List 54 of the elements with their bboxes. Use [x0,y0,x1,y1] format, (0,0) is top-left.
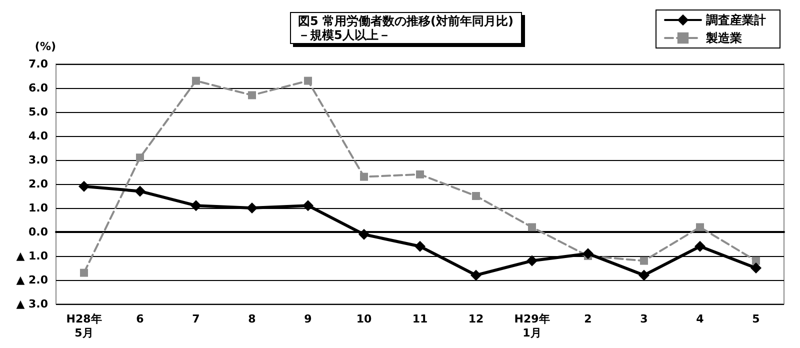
y-tick-label: ▲ 3.0 [16,298,48,310]
point [526,255,538,266]
y-tick-label: ▲ 1.0 [16,250,48,262]
x-tick-label: 4 [696,312,704,326]
point [190,200,202,212]
legend-label: 製造業 [705,31,742,45]
y-tick-label: 4.0 [28,130,48,142]
x-tick-label: H29年 1月 [514,312,550,340]
point [246,202,258,214]
y-tick-label: 1.0 [28,202,48,214]
point [302,200,314,212]
point [304,76,312,85]
x-tick-label: 6 [136,312,144,326]
x-tick-label: 7 [192,312,200,326]
legend-label: 調査産業計 [705,13,766,27]
point [136,154,144,162]
y-tick-label: ▲ 2.0 [16,274,48,286]
chart-subtitle: －規模5人以上－ [298,28,390,42]
y-tick-label: 0.0 [28,226,48,238]
point [470,270,482,281]
x-tick-label: 10 [356,312,372,326]
y-tick-label: 6.0 [28,82,48,94]
x-tick-label: 3 [640,312,648,326]
point [694,240,706,252]
point [80,268,88,277]
point [750,262,762,274]
y-tick-label: 2.0 [28,178,48,190]
chart-title: 図5 常用労働者数の推移(対前年同月比) [298,14,514,28]
x-tick-label: 5 [752,312,760,326]
x-tick-label: H28年 5月 [66,312,102,340]
y-tick-label: 7.0 [28,58,48,70]
x-tick-label: 8 [248,312,256,326]
point [472,192,480,200]
point [528,223,536,232]
point [192,76,200,85]
x-tick-label: 2 [584,312,592,326]
point [752,256,760,265]
point [640,256,648,265]
point [638,270,650,281]
x-tick-label: 12 [468,312,484,326]
x-tick-label: 9 [304,312,312,326]
y-axis-title: (%) [34,40,56,53]
point [78,180,90,192]
point [582,248,594,260]
point [360,172,368,181]
y-tick-label: 5.0 [28,106,48,118]
point [248,91,256,100]
point [134,186,146,197]
point [696,223,704,232]
point [416,170,424,178]
x-tick-label: 11 [412,312,428,326]
point [414,240,426,252]
point [358,228,370,240]
y-tick-label: 3.0 [28,154,48,166]
